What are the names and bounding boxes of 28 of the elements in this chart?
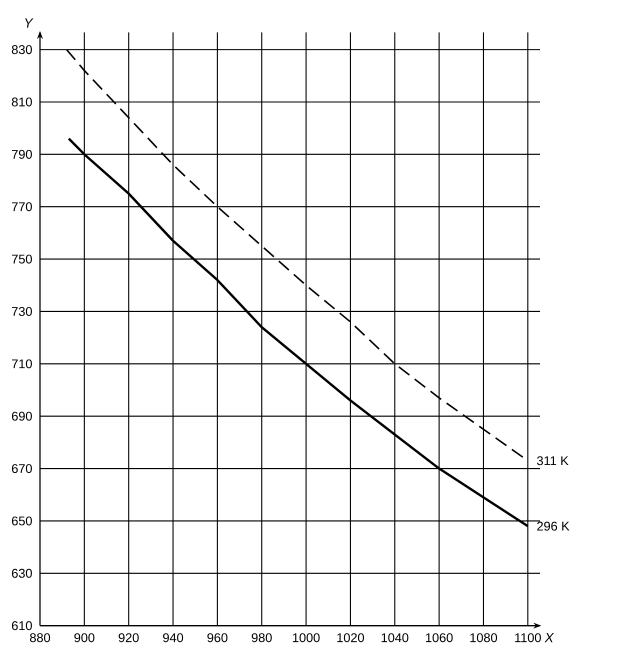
y-tick-label: 810 [12, 97, 32, 106]
x-tick-label: 1100 [515, 633, 541, 642]
x-tick-label: 1020 [337, 633, 364, 642]
x-tick-label: 1040 [382, 633, 408, 642]
x-tick-label: 960 [207, 633, 228, 642]
x-tick-label: 880 [30, 633, 50, 642]
y-tick-label: 770 [12, 202, 32, 212]
y-tick-label: 650 [12, 516, 32, 526]
x-tick-label: 900 [74, 633, 94, 642]
x-tick-label: 920 [118, 633, 139, 642]
y-tick-label: 690 [12, 412, 32, 421]
x-tick-label: 940 [163, 633, 184, 642]
y-tick-label: 710 [12, 359, 32, 368]
series-label: 311 K [537, 456, 569, 466]
x-tick-label: 1080 [470, 633, 498, 642]
y-tick-label: 630 [12, 568, 32, 578]
y-tick-label: 730 [12, 306, 32, 316]
x-tick-label: 1000 [292, 633, 320, 642]
y-tick-label: 750 [12, 254, 32, 264]
y-axis-title: Y [25, 18, 34, 28]
x-axis-title: X [544, 633, 554, 642]
x-tick-label: 980 [252, 633, 272, 642]
y-tick-label: 830 [12, 45, 32, 54]
y-tick-label: 790 [12, 150, 32, 159]
y-tick-label: 670 [12, 464, 32, 474]
series-label: 296 K [537, 522, 570, 531]
x-tick-label: 1060 [426, 633, 453, 642]
y-tick-label: 610 [12, 621, 32, 630]
